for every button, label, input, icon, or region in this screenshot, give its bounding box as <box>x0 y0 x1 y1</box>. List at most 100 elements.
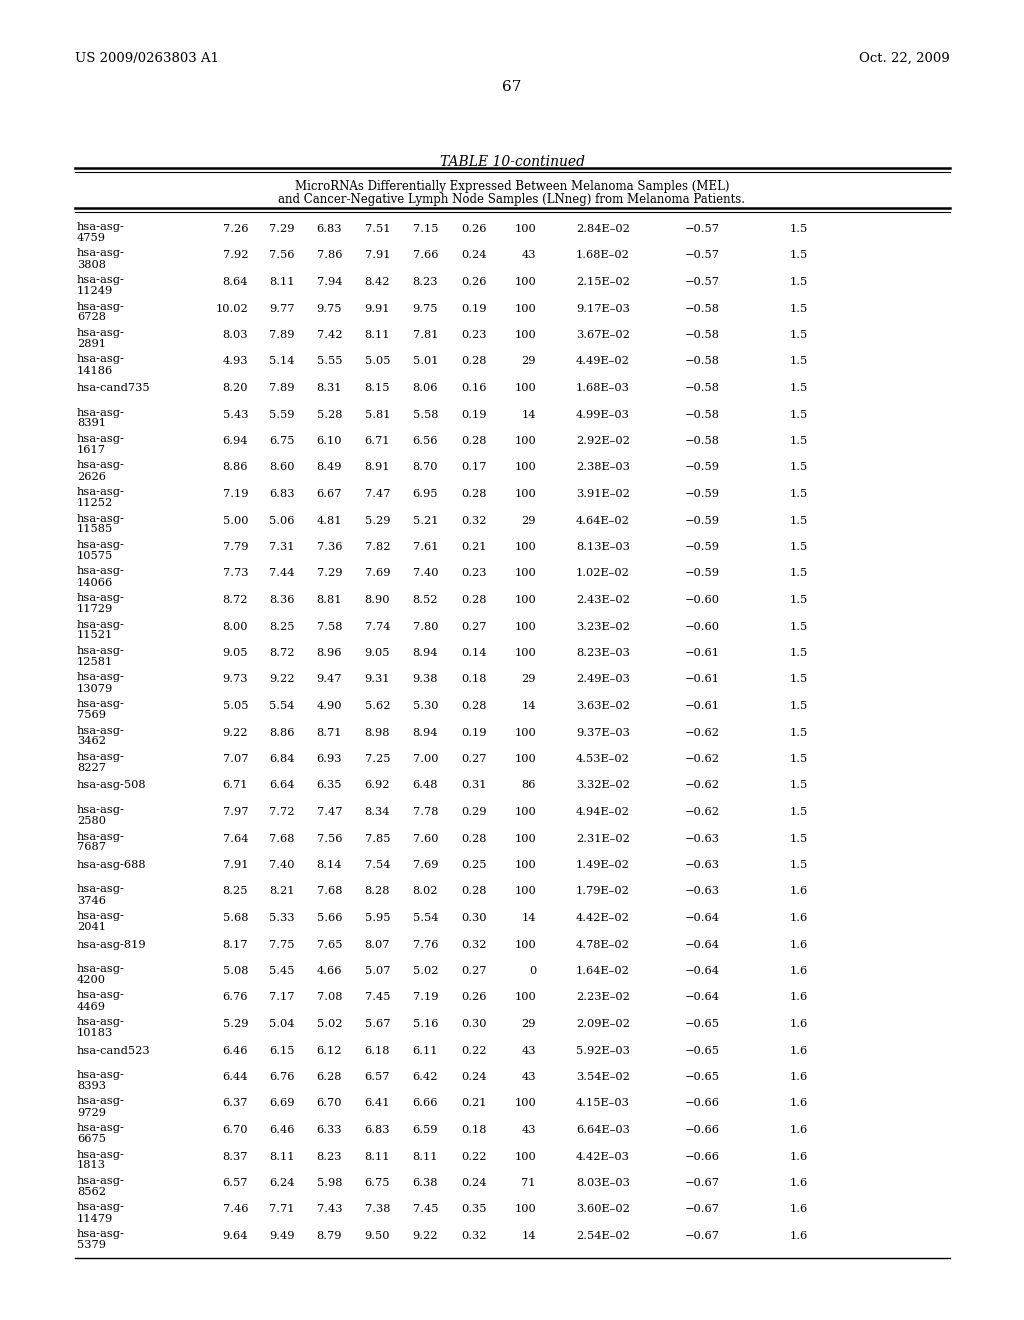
Text: 5.05: 5.05 <box>222 701 248 711</box>
Text: 9.22: 9.22 <box>269 675 295 685</box>
Text: −0.60: −0.60 <box>685 595 720 605</box>
Text: 4.15E–03: 4.15E–03 <box>577 1098 630 1109</box>
Text: 8391: 8391 <box>77 418 106 429</box>
Text: 1.6: 1.6 <box>790 1151 808 1162</box>
Text: 2.84E–02: 2.84E–02 <box>577 224 630 234</box>
Text: MicroRNAs Differentially Expressed Between Melanoma Samples (MEL): MicroRNAs Differentially Expressed Betwe… <box>295 180 729 193</box>
Text: 6.83: 6.83 <box>269 488 295 499</box>
Text: 1.5: 1.5 <box>790 436 808 446</box>
Text: 7.80: 7.80 <box>413 622 438 631</box>
Text: 1.5: 1.5 <box>790 330 808 341</box>
Text: 7.40: 7.40 <box>413 569 438 578</box>
Text: 5.55: 5.55 <box>316 356 342 367</box>
Text: 8.03: 8.03 <box>222 330 248 341</box>
Text: 0.30: 0.30 <box>462 913 487 923</box>
Text: 7.68: 7.68 <box>269 833 295 843</box>
Text: 7.07: 7.07 <box>222 754 248 764</box>
Text: 8.96: 8.96 <box>316 648 342 657</box>
Text: TABLE 10-continued: TABLE 10-continued <box>439 154 585 169</box>
Text: 7.74: 7.74 <box>365 622 390 631</box>
Text: 8.81: 8.81 <box>316 595 342 605</box>
Text: −0.59: −0.59 <box>685 569 720 578</box>
Text: hsa-asg-819: hsa-asg-819 <box>77 940 146 949</box>
Text: and Cancer-Negative Lymph Node Samples (LNneg) from Melanoma Patients.: and Cancer-Negative Lymph Node Samples (… <box>279 193 745 206</box>
Text: −0.61: −0.61 <box>685 675 720 685</box>
Text: 6.67: 6.67 <box>316 488 342 499</box>
Text: 3.67E–02: 3.67E–02 <box>577 330 630 341</box>
Text: 7.69: 7.69 <box>365 569 390 578</box>
Text: 8.94: 8.94 <box>413 727 438 738</box>
Text: hsa-asg-: hsa-asg- <box>77 540 125 550</box>
Text: 5.00: 5.00 <box>222 516 248 525</box>
Text: −0.66: −0.66 <box>685 1151 720 1162</box>
Text: 1.5: 1.5 <box>790 701 808 711</box>
Text: 9.49: 9.49 <box>269 1232 295 1241</box>
Text: 0.26: 0.26 <box>462 277 487 286</box>
Text: 8.98: 8.98 <box>365 727 390 738</box>
Text: 4.49E–02: 4.49E–02 <box>577 356 630 367</box>
Text: 8.23E–03: 8.23E–03 <box>577 648 630 657</box>
Text: 100: 100 <box>514 277 536 286</box>
Text: 3.91E–02: 3.91E–02 <box>577 488 630 499</box>
Text: −0.62: −0.62 <box>685 727 720 738</box>
Text: 7.26: 7.26 <box>222 224 248 234</box>
Text: 6728: 6728 <box>77 313 106 322</box>
Text: 1.68E–02: 1.68E–02 <box>577 251 630 260</box>
Text: 0.21: 0.21 <box>462 543 487 552</box>
Text: 100: 100 <box>514 436 536 446</box>
Text: 6.41: 6.41 <box>365 1098 390 1109</box>
Text: 6.35: 6.35 <box>316 780 342 791</box>
Text: hsa-asg-: hsa-asg- <box>77 327 125 338</box>
Text: 6.11: 6.11 <box>413 1045 438 1056</box>
Text: 8.49: 8.49 <box>316 462 342 473</box>
Text: 8.14: 8.14 <box>316 861 342 870</box>
Text: 6.10: 6.10 <box>316 436 342 446</box>
Text: 1.5: 1.5 <box>790 409 808 420</box>
Text: hsa-asg-: hsa-asg- <box>77 248 125 259</box>
Text: 9729: 9729 <box>77 1107 106 1118</box>
Text: 29: 29 <box>521 516 536 525</box>
Text: 0.28: 0.28 <box>462 887 487 896</box>
Text: 7.76: 7.76 <box>413 940 438 949</box>
Text: 4.78E–02: 4.78E–02 <box>577 940 630 949</box>
Text: 2580: 2580 <box>77 816 106 826</box>
Text: 6.64: 6.64 <box>269 780 295 791</box>
Text: 7569: 7569 <box>77 710 106 719</box>
Text: 0.27: 0.27 <box>462 966 487 975</box>
Text: 8.42: 8.42 <box>365 277 390 286</box>
Text: 11521: 11521 <box>77 631 114 640</box>
Text: 9.77: 9.77 <box>269 304 295 314</box>
Text: 8.20: 8.20 <box>222 383 248 393</box>
Text: 7.64: 7.64 <box>222 833 248 843</box>
Text: hsa-asg-: hsa-asg- <box>77 1176 125 1185</box>
Text: 29: 29 <box>521 356 536 367</box>
Text: 8.28: 8.28 <box>365 887 390 896</box>
Text: 7.68: 7.68 <box>316 887 342 896</box>
Text: −0.63: −0.63 <box>685 887 720 896</box>
Text: 5.07: 5.07 <box>365 966 390 975</box>
Text: 7.89: 7.89 <box>269 330 295 341</box>
Text: 2.54E–02: 2.54E–02 <box>577 1232 630 1241</box>
Text: 6.76: 6.76 <box>222 993 248 1002</box>
Text: 5.58: 5.58 <box>413 409 438 420</box>
Text: 1.5: 1.5 <box>790 356 808 367</box>
Text: 6.33: 6.33 <box>316 1125 342 1135</box>
Text: 5.33: 5.33 <box>269 913 295 923</box>
Text: 1.5: 1.5 <box>790 595 808 605</box>
Text: 6.46: 6.46 <box>269 1125 295 1135</box>
Text: 8.91: 8.91 <box>365 462 390 473</box>
Text: 5.54: 5.54 <box>413 913 438 923</box>
Text: 9.64: 9.64 <box>222 1232 248 1241</box>
Text: 2.43E–02: 2.43E–02 <box>577 595 630 605</box>
Text: 1.5: 1.5 <box>790 569 808 578</box>
Text: hsa-cand735: hsa-cand735 <box>77 383 151 393</box>
Text: 9.91: 9.91 <box>365 304 390 314</box>
Text: 14186: 14186 <box>77 366 114 375</box>
Text: hsa-asg-: hsa-asg- <box>77 1150 125 1159</box>
Text: −0.57: −0.57 <box>685 224 720 234</box>
Text: 8.02: 8.02 <box>413 887 438 896</box>
Text: 100: 100 <box>514 543 536 552</box>
Text: 0.35: 0.35 <box>462 1204 487 1214</box>
Text: 0.21: 0.21 <box>462 1098 487 1109</box>
Text: 5.66: 5.66 <box>316 913 342 923</box>
